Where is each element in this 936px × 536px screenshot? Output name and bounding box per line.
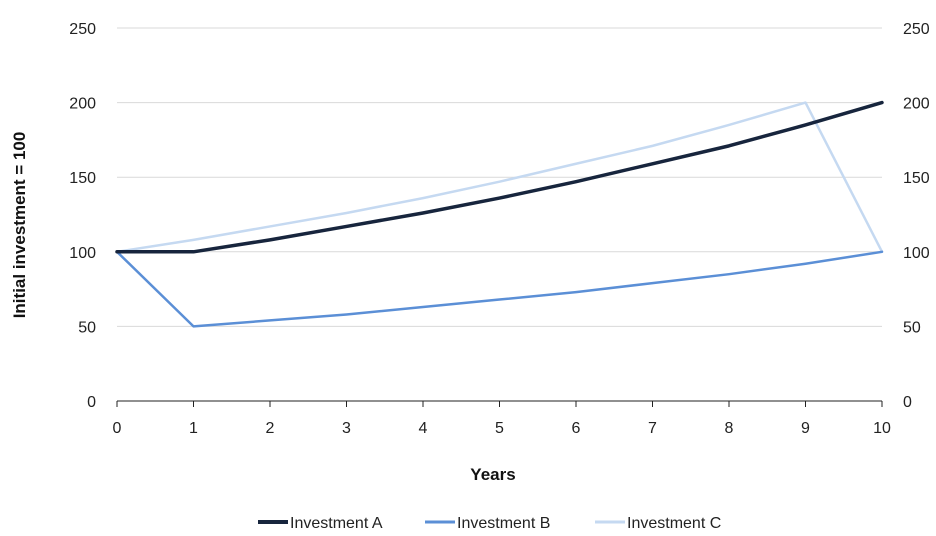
legend-label: Investment A <box>290 515 383 532</box>
x-tick-label: 8 <box>725 420 734 437</box>
secondary-y-tick-label: 50 <box>903 319 921 336</box>
y-tick-label: 250 <box>69 21 96 38</box>
legend-label: Investment B <box>457 515 550 532</box>
x-tick-label: 3 <box>342 420 351 437</box>
series-lines <box>115 100 884 328</box>
secondary-y-tick-labels: 0 50 100 150 200 250 <box>903 21 930 411</box>
x-tick-label: 2 <box>266 420 275 437</box>
secondary-y-tick-label: 250 <box>903 21 930 38</box>
y-axis-title: Initial investment = 100 <box>10 132 29 319</box>
x-tick-label: 4 <box>419 420 428 437</box>
x-tick-label: 7 <box>648 420 657 437</box>
legend-label: Investment C <box>627 515 721 532</box>
secondary-y-tick-label: 100 <box>903 245 930 262</box>
y-tick-label: 50 <box>78 319 96 336</box>
x-tick-marks <box>116 401 883 407</box>
series-line-investment-b <box>115 250 884 328</box>
y-tick-label: 100 <box>69 245 96 262</box>
series-line-investment-c <box>115 101 884 254</box>
secondary-y-tick-label: 200 <box>903 96 930 113</box>
y-tick-label: 150 <box>69 170 96 187</box>
x-tick-label: 1 <box>189 420 198 437</box>
x-tick-label: 9 <box>801 420 810 437</box>
secondary-y-tick-label: 0 <box>903 394 912 411</box>
legend: Investment A Investment B Investment C <box>258 515 721 532</box>
gridlines <box>117 27 882 327</box>
secondary-y-tick-label: 150 <box>903 170 930 187</box>
x-tick-labels: 0 1 2 3 4 5 6 7 8 9 10 <box>113 420 891 437</box>
x-tick-label: 0 <box>113 420 122 437</box>
x-tick-label: 6 <box>572 420 581 437</box>
y-tick-label: 0 <box>87 394 96 411</box>
y-tick-label: 200 <box>69 96 96 113</box>
y-tick-labels: 0 50 100 150 200 250 <box>69 21 96 411</box>
series-line-investment-a <box>115 100 884 254</box>
x-axis-title: Years <box>470 465 515 484</box>
x-tick-label: 5 <box>495 420 504 437</box>
x-tick-label: 10 <box>873 420 891 437</box>
